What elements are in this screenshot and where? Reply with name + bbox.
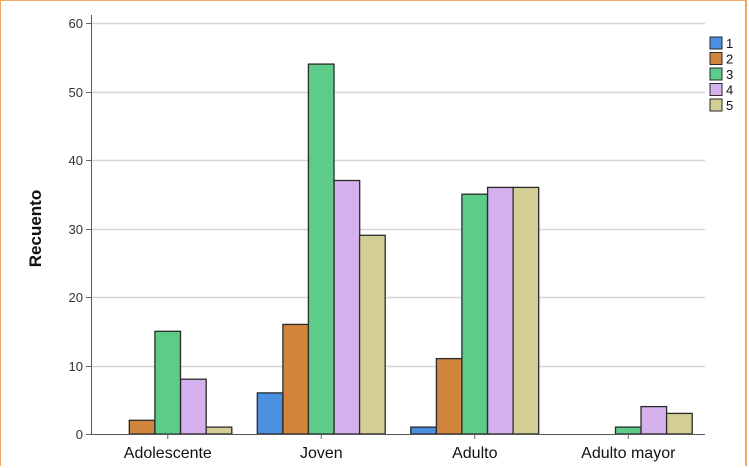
legend-swatch-4: [709, 83, 723, 96]
bar-adulto-series-1: [410, 426, 438, 435]
y-tick-label: 50: [69, 85, 83, 100]
y-tick-label: 20: [69, 290, 83, 305]
x-category-label: Adulto: [452, 445, 497, 462]
y-tick-label: 10: [69, 359, 83, 374]
legend-label-5: 5: [726, 98, 733, 113]
bars: [128, 63, 693, 435]
bar-joven-series-2: [282, 323, 310, 435]
legend-label-4: 4: [726, 83, 733, 98]
bar-adolescente-series-5: [205, 426, 233, 435]
legend-swatch-5: [709, 98, 723, 112]
bar-adolescente-series-2: [128, 419, 156, 435]
x-category-label: Adolescente: [124, 445, 212, 462]
legend-swatch-3: [709, 67, 723, 81]
bar-adolescente-series-4: [179, 378, 207, 435]
axes: [91, 15, 705, 435]
bar-joven-series-3: [307, 63, 335, 435]
bar-joven-series-4: [333, 179, 361, 435]
y-axis-title: Recuento: [26, 190, 45, 267]
y-tick-label: 60: [69, 16, 83, 31]
bar-adulto-mayor-series-3: [614, 426, 642, 435]
legend-label-2: 2: [726, 52, 733, 67]
y-tick-label: 30: [69, 222, 83, 237]
bar-adolescente-series-3: [154, 330, 182, 435]
x-category-label: Adulto mayor: [581, 445, 676, 462]
bar-adulto-mayor-series-5: [665, 412, 693, 435]
bar-adulto-series-5: [512, 186, 540, 435]
bar-joven-series-5: [358, 234, 386, 435]
y-tick-labels: 0 10 20 30 40 50 60: [69, 16, 91, 442]
bar-adulto-mayor-series-4: [640, 405, 668, 435]
legend-swatch-2: [709, 52, 723, 65]
legend-swatch-1: [709, 36, 723, 50]
bar-adulto-series-3: [461, 193, 489, 435]
legend-label-3: 3: [726, 67, 733, 82]
bar-adulto-series-4: [486, 186, 514, 435]
grid-lines: [91, 22, 705, 368]
bar-adulto-series-2: [435, 357, 463, 435]
y-tick-label: 40: [69, 153, 83, 168]
x-category-label: Joven: [300, 445, 343, 462]
legend-label-1: 1: [726, 36, 733, 51]
y-tick-label: 0: [76, 427, 83, 442]
category-labels: Adolescente Joven Adulto Adulto mayor: [124, 434, 676, 462]
bar-joven-series-1: [256, 392, 284, 435]
